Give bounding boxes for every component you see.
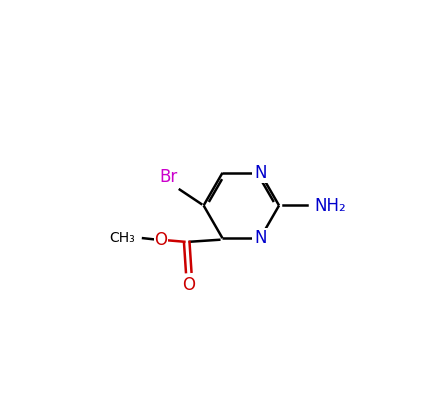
Text: O: O [182, 276, 195, 294]
Text: O: O [154, 231, 167, 249]
Text: CH₃: CH₃ [109, 231, 135, 245]
Text: N: N [253, 229, 266, 247]
Text: Br: Br [159, 169, 178, 187]
Text: N: N [253, 164, 266, 182]
Text: NH₂: NH₂ [314, 196, 346, 215]
